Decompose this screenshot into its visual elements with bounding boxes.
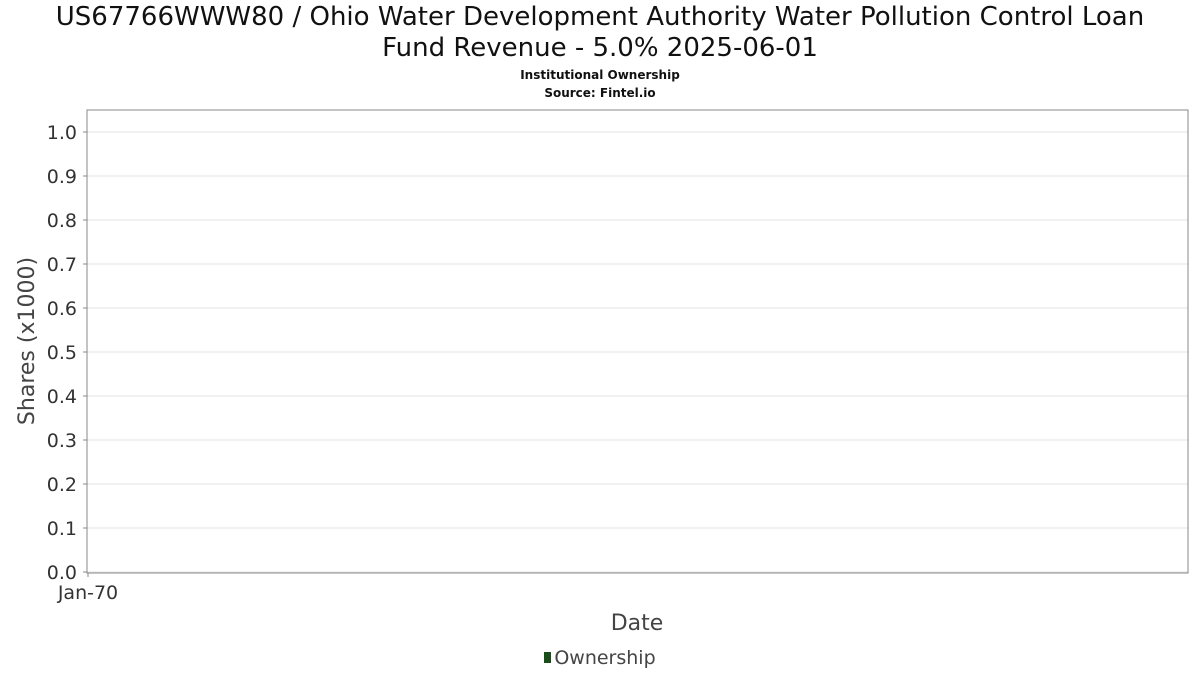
legend-label: Ownership (554, 647, 656, 669)
y-tick-label: 1.0 (47, 122, 77, 144)
y-tick-label: 0.5 (47, 342, 77, 364)
y-axis-ticks: 0.0 0.1 0.2 0.3 0.4 0.5 0.6 0.7 0.8 0.9 1.0 (47, 122, 87, 584)
gridlines (87, 131, 1188, 573)
y-tick-label: 0.8 (47, 210, 77, 232)
x-tick-label: Jan-70 (57, 582, 118, 604)
x-axis-ticks: Jan-70 (57, 573, 118, 604)
y-tick-label: 0.6 (47, 298, 77, 320)
x-axis-title: Date (611, 611, 664, 636)
chart-title: US67766WWW80 / Ohio Water Development Au… (55, 2, 1145, 63)
y-tick-label: 0.1 (47, 518, 77, 540)
legend: Ownership (0, 647, 1200, 669)
y-axis-title: Shares (x1000) (15, 257, 40, 425)
chart-subtitle: Institutional Ownership (520, 68, 680, 82)
chart-source: Source: Fintel.io (544, 86, 656, 100)
plot-area (86, 109, 1189, 574)
y-tick-label: 0.3 (47, 430, 77, 452)
legend-swatch (544, 652, 552, 663)
y-tick-label: 0.4 (47, 386, 77, 408)
y-tick-label: 0.2 (47, 474, 77, 496)
y-tick-label: 0.9 (47, 166, 77, 188)
y-tick-label: 0.7 (47, 254, 77, 276)
y-tick-label: 0.0 (47, 562, 77, 584)
